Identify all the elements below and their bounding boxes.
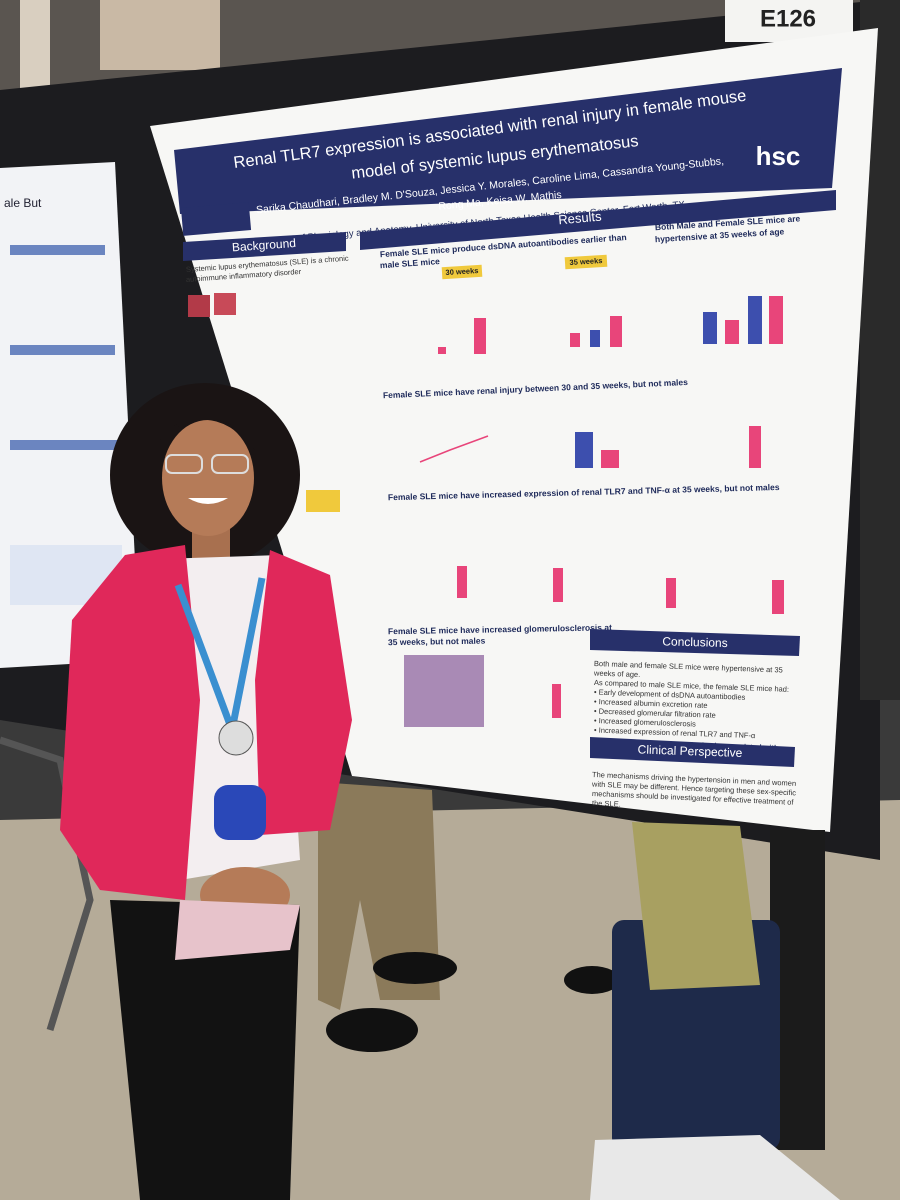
poster-bar — [553, 568, 563, 602]
coin-purse — [214, 785, 266, 840]
bag — [632, 822, 760, 990]
poster-bar — [552, 684, 561, 718]
section-bar — [360, 190, 836, 250]
poster-bar — [748, 296, 762, 344]
shoe — [373, 952, 457, 984]
booth-number: E126 — [760, 5, 816, 32]
result-heading: 35 weeks, but not males — [388, 636, 486, 648]
poster-bar — [769, 296, 783, 344]
hsc-logo: hsc — [756, 141, 801, 171]
pillar — [20, 0, 50, 90]
pillar — [100, 0, 220, 70]
trousers — [110, 900, 300, 1200]
poster-bar — [666, 578, 676, 608]
jacket-right — [255, 550, 352, 835]
poster-bar — [575, 432, 593, 468]
section-heading: Background — [232, 236, 297, 254]
poster-bar — [438, 347, 446, 354]
section-heading: Clinical Perspective — [637, 742, 742, 760]
conclusion-line: • Decreased glomerular filtration rate — [594, 706, 716, 719]
poster-bar — [590, 330, 600, 347]
poster-bar — [457, 566, 467, 598]
poster-bar — [749, 426, 761, 468]
left-poster-band — [10, 345, 115, 355]
time-label-box — [564, 254, 608, 270]
title-banner — [174, 68, 842, 214]
background-figure — [214, 293, 236, 315]
poster-bar — [725, 320, 739, 344]
smile — [188, 498, 228, 504]
left-poster-title: ale But — [4, 196, 42, 210]
section-bar — [590, 737, 795, 767]
face — [162, 420, 254, 536]
papers — [175, 900, 300, 960]
hair-fringe — [160, 418, 255, 450]
poster-bar — [474, 318, 486, 354]
poster-line — [419, 435, 489, 463]
background-figure — [188, 295, 210, 317]
glasses — [211, 454, 249, 474]
section-heading: Conclusions — [662, 634, 728, 650]
poster-bar — [772, 580, 784, 614]
left-poster — [0, 162, 140, 668]
badge-reel — [218, 720, 254, 756]
left-poster-band — [10, 245, 105, 255]
section-heading: Results — [558, 209, 603, 228]
lab-logo — [180, 202, 252, 236]
patterned-bag — [590, 1135, 840, 1200]
glasses — [165, 454, 203, 474]
time-label-box — [441, 264, 483, 280]
jacket-left — [60, 545, 200, 900]
shoe — [564, 966, 620, 994]
poster-bar — [610, 316, 622, 347]
left-poster-band — [10, 440, 120, 450]
time-label: 35 weeks — [569, 256, 602, 267]
conclusion-line: • Increased albumin excretion rate — [594, 697, 708, 710]
histology-images — [404, 655, 484, 727]
shoe — [326, 1008, 418, 1052]
section-bar — [590, 629, 800, 656]
clinical-line: the SLE. — [592, 798, 621, 808]
poster-bar — [703, 312, 717, 344]
poster-graphs — [306, 296, 784, 727]
poster-bar — [570, 333, 580, 347]
conclusion-line: weeks of age. — [593, 668, 641, 679]
result-heading: male SLE mice — [380, 256, 441, 270]
time-label: 30 weeks — [445, 266, 478, 277]
poster-bar — [601, 450, 619, 468]
result-heading: Female SLE mice have increased glomerulo… — [388, 622, 612, 636]
conclusion-line: • Increased glomerulosclerosis — [594, 716, 696, 729]
methods-box — [306, 490, 340, 512]
section-bar — [183, 232, 346, 261]
